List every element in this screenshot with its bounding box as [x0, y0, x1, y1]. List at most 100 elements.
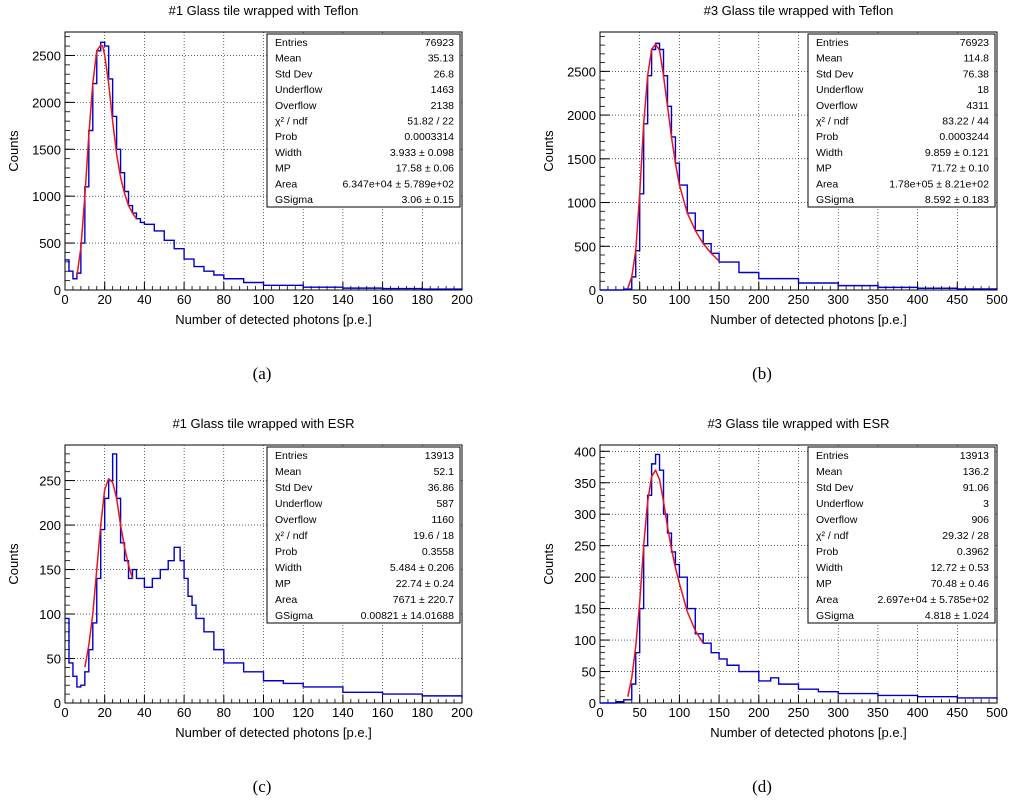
chart-panel-1: #3 Glass tile wrapped with Teflon 0 50 100 1… — [541, 3, 1008, 327]
stats-value: 0.0003314 — [404, 131, 454, 143]
stats-value: 114.8 — [964, 53, 990, 65]
fit-curve — [76, 44, 138, 277]
chart-panel-3: #3 Glass tile wrapped with ESR 0 50 100 150 2… — [541, 416, 1008, 740]
x-tick-label: 60 — [177, 292, 191, 307]
x-tick-label: 40 — [137, 292, 151, 307]
stats-label: Overflow — [816, 514, 858, 526]
stats-label: Area — [816, 178, 838, 190]
caption-d: (d) — [752, 777, 772, 796]
x-tick-label: 500 — [986, 292, 1008, 307]
y-tick-label: 2500 — [32, 48, 61, 63]
x-tick-label: 50 — [632, 292, 646, 307]
x-tick-label: 140 — [332, 705, 354, 720]
x-tick-label: 500 — [986, 705, 1008, 720]
y-tick-label: 0 — [589, 696, 596, 711]
stats-label: MP — [275, 163, 291, 175]
y-tick-label: 100 — [39, 607, 61, 622]
stats-label: Width — [275, 147, 302, 159]
y-axis-label: Counts — [541, 130, 556, 172]
stats-label: Prob — [275, 546, 297, 558]
x-tick-label: 450 — [946, 292, 968, 307]
stats-value: 29.32 / 28 — [942, 530, 989, 542]
fit-curve — [627, 469, 704, 697]
stats-value: 7671 ± 220.7 — [393, 594, 454, 606]
stats-value: 76923 — [425, 37, 454, 49]
x-tick-label: 250 — [788, 705, 810, 720]
histogram-line — [65, 453, 463, 698]
y-tick-label: 200 — [39, 518, 61, 533]
x-tick-label: 20 — [97, 705, 111, 720]
stats-box — [807, 33, 996, 208]
x-tick-label: 350 — [867, 705, 889, 720]
stats-label: MP — [275, 578, 291, 590]
y-axis-label: Counts — [6, 130, 21, 172]
y-tick-label: 350 — [574, 476, 596, 491]
stats-value: 6.347e+04 ± 5.789e+02 — [343, 178, 455, 190]
stats-value: 4311 — [966, 100, 989, 112]
y-tick-label: 1500 — [567, 152, 596, 167]
x-tick-label: 140 — [332, 292, 354, 307]
x-tick-label: 200 — [451, 292, 473, 307]
stats-value: 3 — [983, 498, 989, 510]
stats-label: χ² / ndf — [816, 530, 848, 542]
stats-label: Mean — [816, 466, 842, 478]
stats-value: 13913 — [960, 450, 989, 462]
stats-label: Prob — [275, 131, 297, 143]
stats-value: 2.697e+04 ± 5.785e+02 — [878, 594, 990, 606]
x-tick-label: 0 — [61, 705, 68, 720]
stats-label: χ² / ndf — [275, 530, 307, 542]
x-tick-label: 100 — [253, 705, 275, 720]
caption-a: (a) — [252, 364, 272, 383]
x-tick-label: 100 — [669, 292, 691, 307]
stats-label: Area — [275, 594, 297, 606]
stats-label: Std Dev — [816, 482, 854, 494]
x-tick-label: 120 — [292, 292, 314, 307]
stats-box — [266, 33, 461, 208]
x-axis-label: Number of detected photons [p.e.] — [710, 312, 907, 327]
stats-value: 76923 — [960, 37, 989, 49]
stats-label: Width — [816, 562, 843, 574]
x-tick-label: 300 — [827, 292, 849, 307]
y-axis-label: Counts — [541, 543, 556, 585]
y-axis-label: Counts — [6, 543, 21, 585]
stats-value: 26.8 — [434, 68, 455, 80]
y-tick-label: 1500 — [32, 142, 61, 157]
x-tick-label: 300 — [827, 705, 849, 720]
stats-label: Entries — [816, 37, 849, 49]
x-tick-label: 0 — [596, 292, 603, 307]
x-tick-label: 350 — [867, 292, 889, 307]
stats-label: Underflow — [816, 84, 864, 96]
caption-c: (c) — [252, 777, 272, 796]
y-tick-label: 200 — [574, 570, 596, 585]
x-tick-label: 40 — [137, 705, 151, 720]
y-tick-label: 300 — [574, 507, 596, 522]
chart-title: #1 Glass tile wrapped with ESR — [172, 416, 354, 431]
y-tick-label: 1000 — [32, 189, 61, 204]
chart-panel-0: #1 Glass tile wrapped with Teflon 0 20 40 60… — [6, 3, 473, 327]
stats-label: Underflow — [275, 84, 323, 96]
stats-value: 4.818 ± 1.024 — [925, 610, 989, 622]
stats-value: 12.72 ± 0.53 — [931, 562, 989, 574]
stats-value: 8.592 ± 0.183 — [925, 194, 989, 206]
stats-label: Width — [816, 147, 843, 159]
stats-label: MP — [816, 578, 832, 590]
stats-label: Underflow — [275, 498, 323, 510]
stats-value: 13913 — [425, 450, 454, 462]
stats-value: 9.859 ± 0.121 — [925, 147, 989, 159]
x-axis-label: Number of detected photons [p.e.] — [175, 312, 372, 327]
stats-label: Prob — [816, 131, 838, 143]
stats-box — [807, 446, 996, 624]
chart-panel-2: #1 Glass tile wrapped with ESR 0 20 40 60 80 1… — [6, 416, 473, 740]
stats-label: Overflow — [275, 100, 317, 112]
x-axis-label: Number of detected photons [p.e.] — [710, 725, 907, 740]
stats-label: Std Dev — [275, 68, 313, 80]
fit-curve — [84, 478, 134, 668]
stats-value: 587 — [436, 498, 454, 510]
stats-label: Std Dev — [816, 68, 854, 80]
y-tick-label: 150 — [39, 563, 61, 578]
y-tick-label: 0 — [54, 696, 61, 711]
y-tick-label: 250 — [39, 474, 61, 489]
stats-value: 22.74 ± 0.24 — [396, 578, 454, 590]
stats-label: Area — [816, 594, 838, 606]
chart-title: #1 Glass tile wrapped with Teflon — [169, 3, 359, 18]
